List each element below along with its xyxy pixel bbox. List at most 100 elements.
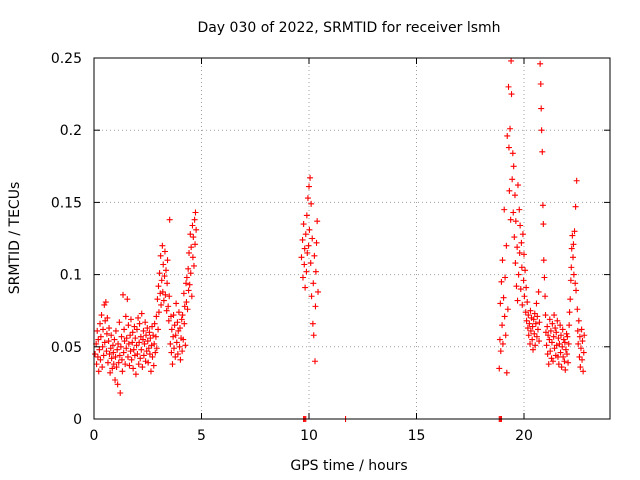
data-point	[499, 340, 506, 347]
data-point	[496, 336, 503, 343]
data-point	[568, 264, 575, 271]
data-point	[538, 105, 545, 112]
data-point	[140, 327, 147, 334]
data-point	[513, 283, 520, 290]
data-point	[120, 349, 127, 356]
data-point	[576, 353, 583, 360]
data-point	[177, 356, 184, 363]
data-point	[580, 349, 587, 356]
data-point	[525, 332, 532, 339]
data-point	[139, 364, 146, 371]
data-point	[507, 125, 514, 132]
data-point	[498, 278, 505, 285]
data-point	[531, 310, 538, 317]
data-point	[108, 332, 115, 339]
data-point	[538, 127, 545, 134]
data-point	[121, 326, 128, 333]
data-point	[570, 254, 577, 261]
data-point	[138, 346, 145, 353]
data-point	[176, 343, 183, 350]
data-point	[564, 351, 570, 358]
data-point	[514, 297, 521, 304]
data-point	[154, 296, 161, 303]
data-point	[183, 274, 190, 281]
data-point	[536, 319, 543, 326]
data-point	[519, 301, 526, 308]
data-point	[170, 345, 177, 352]
data-point	[564, 333, 571, 340]
data-point	[514, 244, 521, 251]
data-point	[177, 325, 183, 332]
data-point	[114, 346, 121, 353]
data-point	[142, 319, 149, 326]
data-point	[579, 356, 586, 363]
data-point	[162, 291, 169, 298]
data-point	[550, 358, 557, 365]
data-point	[138, 310, 145, 317]
data-point	[112, 377, 119, 384]
data-point	[151, 320, 158, 327]
data-point	[137, 355, 144, 362]
data-point	[307, 260, 314, 267]
data-point	[575, 340, 582, 347]
data-point	[163, 267, 170, 274]
data-point	[516, 206, 523, 213]
data-point	[188, 244, 195, 251]
data-point	[542, 293, 549, 300]
data-point	[540, 221, 547, 228]
data-point	[539, 148, 546, 155]
data-point	[308, 293, 315, 300]
data-point	[302, 231, 309, 238]
data-point	[306, 183, 312, 190]
data-point	[535, 288, 542, 295]
data-point	[314, 218, 321, 225]
data-point	[147, 335, 154, 342]
data-point	[512, 218, 519, 225]
data-point	[548, 355, 555, 362]
data-point	[171, 322, 178, 329]
data-point	[183, 299, 190, 306]
data-point	[172, 332, 179, 339]
data-point	[186, 281, 193, 288]
data-point	[497, 348, 504, 355]
data-point	[159, 288, 166, 295]
data-point	[308, 200, 315, 207]
x-tick-label: 20	[515, 428, 533, 444]
data-point	[579, 338, 586, 345]
data-point	[144, 325, 151, 332]
data-point	[573, 177, 580, 184]
data-point	[94, 353, 101, 360]
data-point	[521, 293, 528, 300]
data-point	[524, 299, 531, 306]
data-point	[529, 323, 536, 330]
data-point	[107, 369, 114, 376]
data-point	[100, 326, 107, 333]
grid	[93, 57, 610, 420]
y-tick-label: 0.15	[51, 195, 82, 211]
data-point	[302, 284, 309, 291]
data-point	[145, 359, 152, 366]
data-point	[153, 313, 160, 320]
data-point	[543, 342, 550, 349]
data-point	[180, 290, 187, 297]
data-point	[153, 345, 160, 352]
data-point	[152, 333, 159, 340]
data-point	[305, 242, 312, 249]
data-point	[504, 132, 511, 139]
data-point	[527, 307, 534, 314]
data-point	[126, 362, 133, 369]
data-point	[303, 212, 310, 219]
data-point	[130, 365, 137, 372]
data-point	[157, 252, 164, 259]
data-point	[115, 340, 122, 347]
data-point	[532, 342, 539, 349]
data-point	[115, 359, 122, 366]
data-point	[110, 349, 117, 356]
data-point	[527, 340, 534, 347]
data-point	[167, 340, 174, 347]
data-point	[184, 306, 191, 313]
data-point	[117, 390, 124, 397]
data-point	[160, 261, 167, 268]
data-point	[516, 249, 523, 256]
data-point	[179, 348, 186, 355]
